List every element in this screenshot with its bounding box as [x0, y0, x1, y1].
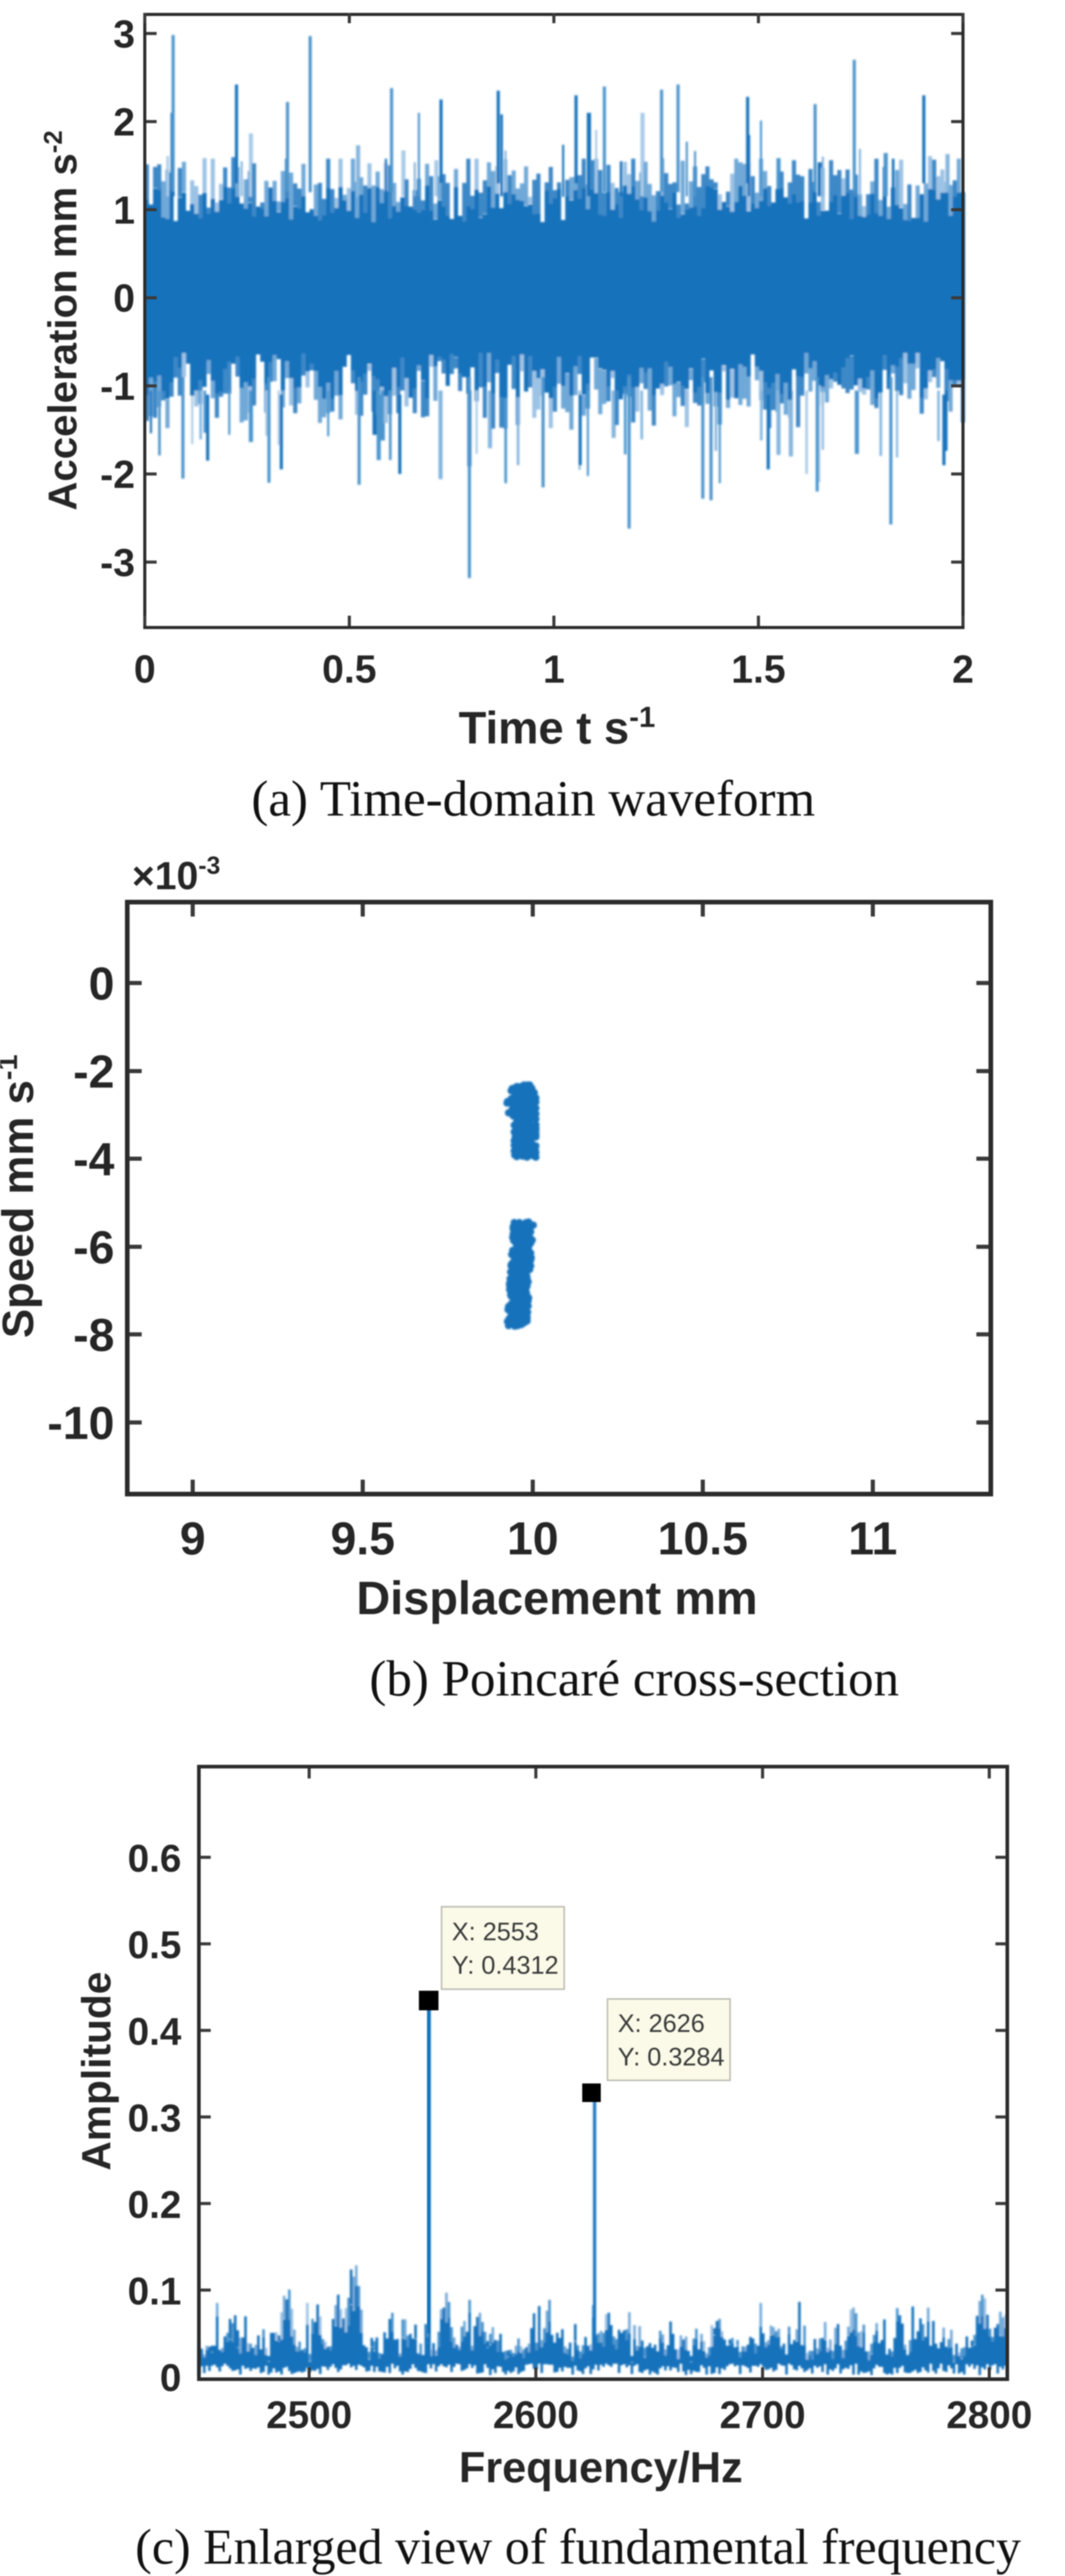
svg-text:2: 2	[952, 648, 974, 691]
svg-text:Acceleration mm s-2: Acceleration mm s-2	[39, 130, 85, 511]
svg-text:11: 11	[848, 1513, 897, 1565]
svg-text:0.5: 0.5	[322, 648, 377, 691]
svg-text:9.5: 9.5	[330, 1513, 395, 1565]
svg-text:-1: -1	[100, 365, 135, 409]
svg-text:2700: 2700	[720, 2393, 806, 2436]
svg-text:0.4: 0.4	[128, 2010, 182, 2053]
svg-text:0.5: 0.5	[128, 1923, 181, 1967]
svg-text:-3: -3	[100, 541, 135, 585]
svg-text:0: 0	[160, 2356, 181, 2399]
svg-text:0.6: 0.6	[128, 1837, 181, 1880]
svg-text:X: 2626: X: 2626	[618, 2010, 705, 2038]
svg-text:0: 0	[134, 648, 156, 691]
svg-text:Y: 0.4312: Y: 0.4312	[452, 1952, 559, 1979]
svg-text:Time t s-1: Time t s-1	[459, 701, 655, 753]
svg-text:2800: 2800	[946, 2393, 1033, 2436]
svg-text:3: 3	[113, 12, 135, 56]
svg-text:-4: -4	[73, 1134, 114, 1185]
svg-text:Frequency/Hz: Frequency/Hz	[459, 2443, 743, 2492]
svg-text:0: 0	[113, 277, 135, 320]
svg-text:0.2: 0.2	[128, 2183, 181, 2226]
svg-text:1: 1	[113, 189, 135, 232]
svg-text:Y: 0.3284: Y: 0.3284	[618, 2043, 724, 2071]
svg-text:10: 10	[507, 1513, 559, 1565]
svg-text:0.3: 0.3	[128, 2096, 181, 2140]
svg-text:X: 2553: X: 2553	[452, 1918, 539, 1946]
svg-text:(b) Poincaré cross-section: (b) Poincaré cross-section	[369, 1651, 899, 1707]
svg-text:-2: -2	[100, 453, 135, 497]
svg-text:Displacement mm: Displacement mm	[357, 1572, 758, 1624]
svg-text:1.5: 1.5	[731, 648, 786, 691]
svg-text:2600: 2600	[493, 2393, 579, 2436]
svg-text:-8: -8	[73, 1310, 114, 1361]
svg-text:0.1: 0.1	[128, 2269, 181, 2313]
svg-text:1: 1	[543, 648, 565, 691]
svg-text:2500: 2500	[266, 2393, 352, 2436]
svg-text:Speed mm s-1: Speed mm s-1	[0, 1055, 43, 1338]
svg-text:-2: -2	[73, 1046, 114, 1098]
svg-text:2: 2	[113, 100, 135, 144]
svg-text:0: 0	[89, 958, 114, 1010]
svg-text:Amplitude: Amplitude	[73, 1972, 119, 2171]
svg-text:(a) Time-domain waveform: (a) Time-domain waveform	[251, 771, 815, 827]
svg-text:-6: -6	[73, 1222, 114, 1274]
svg-text:9: 9	[180, 1513, 206, 1565]
svg-text:10.5: 10.5	[657, 1513, 748, 1565]
svg-text:(c) Enlarged view of fundament: (c) Enlarged view of fundamental frequen…	[135, 2519, 1021, 2574]
svg-text:-10: -10	[47, 1398, 114, 1449]
